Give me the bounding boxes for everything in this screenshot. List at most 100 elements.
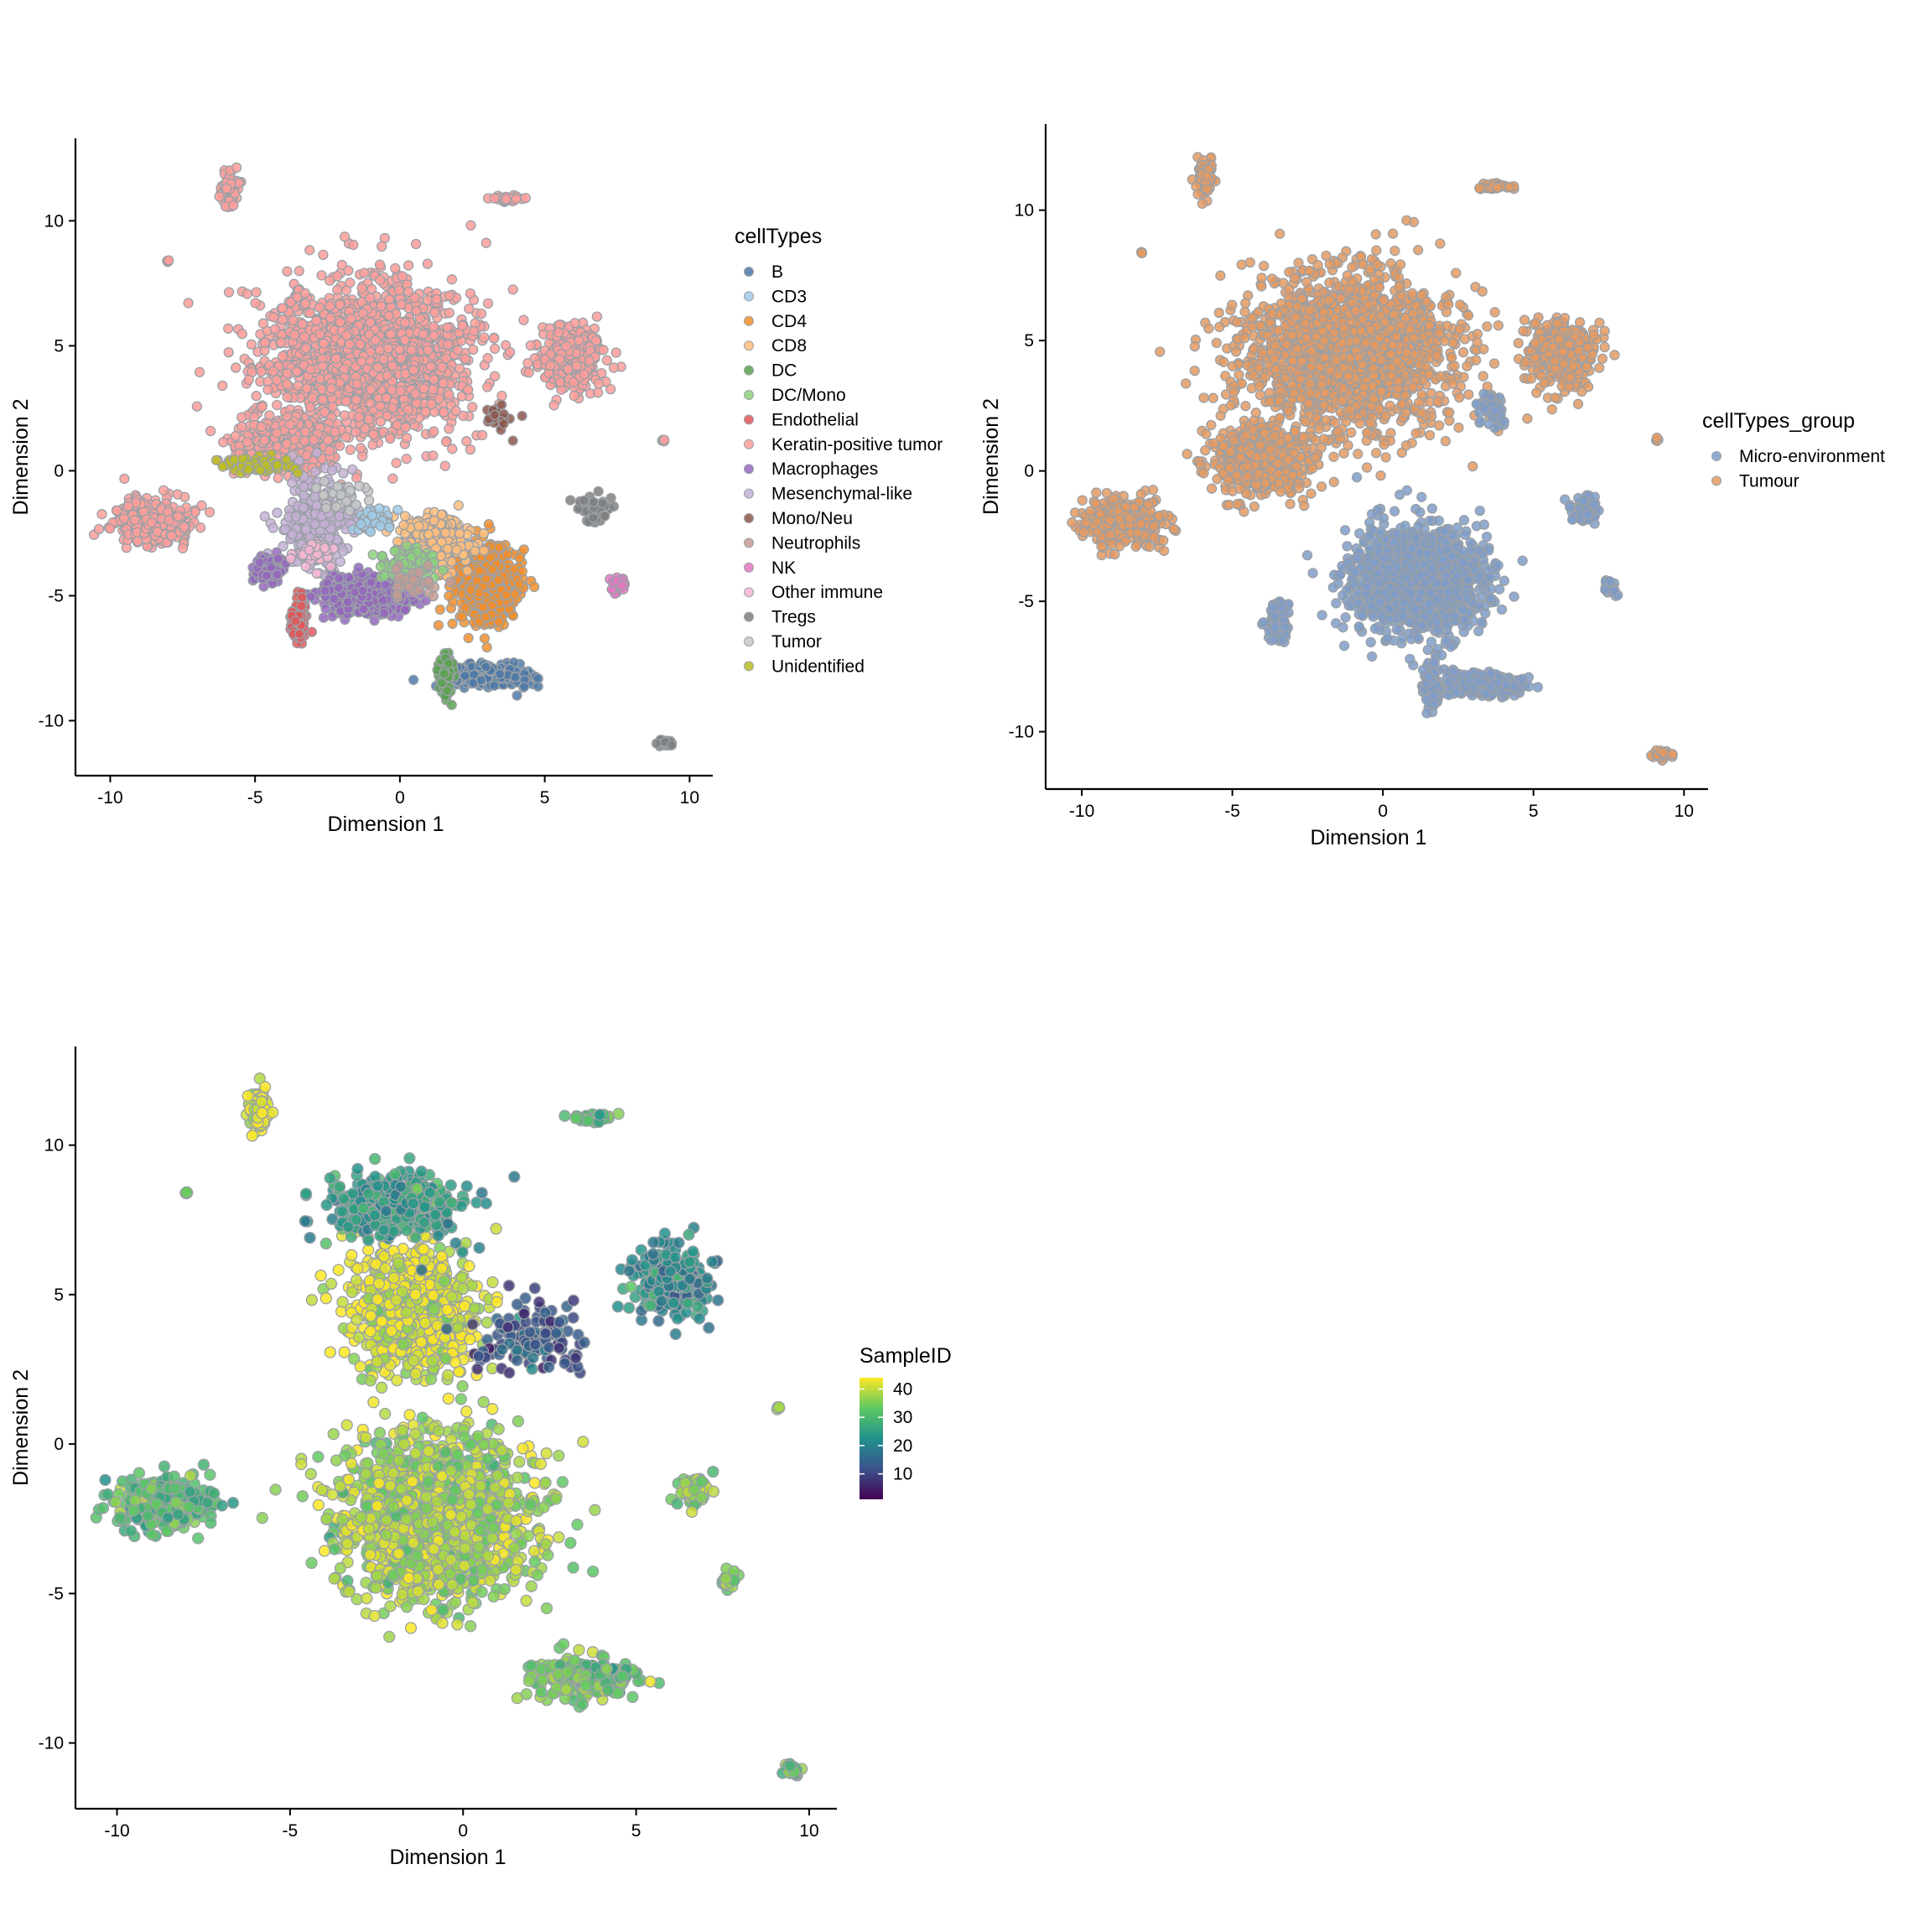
data-point (311, 315, 322, 326)
data-point (596, 367, 607, 379)
data-point (350, 427, 361, 438)
data-point (348, 239, 359, 251)
data-point (269, 324, 281, 335)
data-point (194, 366, 205, 377)
data-point (592, 387, 604, 398)
data-point (554, 354, 565, 365)
data-point (320, 603, 331, 615)
data-point (571, 361, 582, 371)
data-point (273, 472, 283, 484)
data-point (400, 368, 411, 379)
data-point (462, 565, 473, 576)
data-point (381, 392, 392, 403)
data-point (440, 436, 452, 447)
data-point (489, 193, 500, 204)
data-point (267, 522, 278, 533)
data-point (337, 546, 349, 557)
data-point (300, 343, 312, 354)
cluster-2 (88, 473, 216, 553)
data-point (397, 271, 408, 282)
data-point (471, 575, 482, 586)
data-point (569, 318, 580, 329)
data-point (304, 402, 315, 413)
data-point (223, 346, 234, 358)
data-point (334, 511, 345, 522)
data-point (366, 384, 377, 395)
data-point (443, 339, 454, 350)
data-point (293, 628, 305, 640)
data-point (528, 581, 540, 593)
data-point (353, 562, 364, 574)
data-point (326, 383, 337, 394)
data-point (173, 511, 184, 522)
data-point (411, 305, 422, 317)
data-point (284, 419, 295, 430)
data-point (522, 357, 533, 369)
data-point (311, 447, 322, 459)
data-point (221, 183, 232, 194)
data-point (166, 530, 178, 542)
data-point (282, 392, 293, 402)
data-point (377, 550, 387, 562)
data-point (493, 542, 505, 553)
data-point (236, 421, 247, 433)
data-point (482, 353, 493, 364)
data-point (410, 388, 421, 399)
data-point (426, 398, 437, 409)
data-point (271, 428, 283, 439)
data-point (319, 585, 330, 596)
data-point (383, 310, 394, 321)
data-point (326, 465, 338, 475)
data-point (481, 641, 492, 653)
data-point (356, 356, 367, 367)
data-point (428, 515, 440, 526)
data-point (334, 299, 345, 310)
data-point (272, 569, 283, 580)
data-point (334, 573, 345, 584)
data-point (451, 544, 462, 555)
data-point (306, 626, 318, 637)
data-point (367, 549, 378, 560)
data-point (267, 366, 279, 377)
data-point (287, 477, 298, 488)
data-point (300, 298, 311, 309)
data-point (390, 262, 401, 274)
data-point (525, 340, 537, 351)
data-point (431, 293, 442, 305)
data-point (299, 331, 310, 342)
data-point (396, 353, 407, 364)
data-point (335, 317, 345, 328)
data-point (287, 529, 298, 540)
data-point (395, 386, 406, 397)
data-point (340, 396, 351, 407)
data-point (387, 361, 398, 371)
data-point (385, 433, 396, 444)
data-point (355, 443, 366, 454)
data-point (601, 355, 612, 366)
cluster-4 (214, 162, 247, 213)
data-point (413, 521, 424, 532)
data-point (434, 604, 445, 615)
data-point (423, 345, 434, 356)
data-point (579, 369, 589, 380)
data-point (460, 353, 471, 364)
data-point (408, 365, 419, 376)
data-point (123, 501, 134, 512)
data-point (442, 322, 453, 333)
data-point (396, 299, 407, 310)
data-point (268, 312, 279, 323)
data-point (475, 308, 487, 319)
data-point (460, 602, 470, 613)
data-point (309, 434, 319, 445)
data-point (563, 364, 574, 375)
data-point (375, 274, 386, 286)
data-point (319, 338, 330, 349)
data-point (93, 523, 105, 535)
data-point (304, 307, 315, 319)
data-point (293, 266, 304, 277)
data-point (298, 502, 309, 513)
data-point (272, 399, 283, 411)
cluster-7 (657, 434, 670, 447)
data-point (433, 620, 444, 631)
data-point (336, 259, 347, 271)
